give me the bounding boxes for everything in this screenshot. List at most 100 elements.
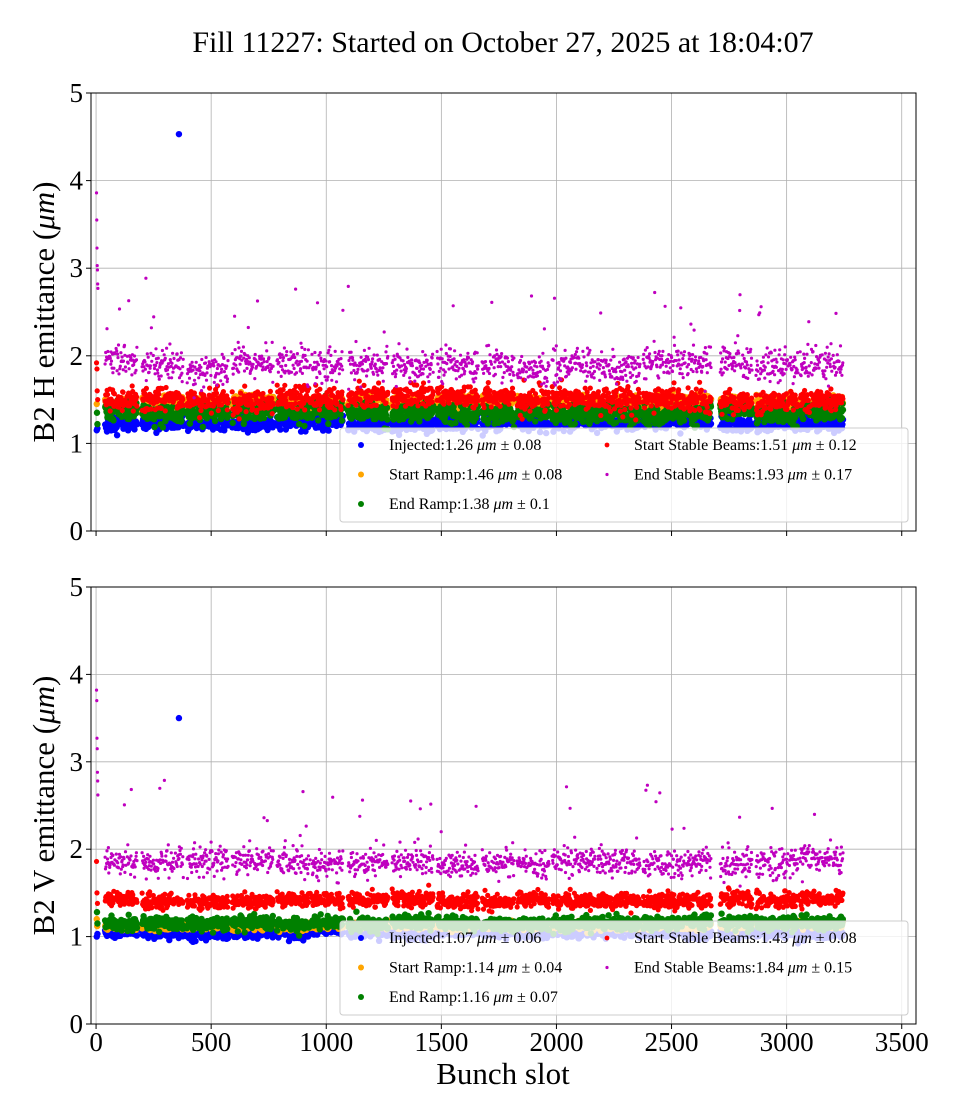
data-point bbox=[839, 421, 846, 428]
data-point bbox=[213, 390, 220, 396]
data-point bbox=[225, 396, 231, 402]
data-point bbox=[218, 402, 225, 408]
data-point bbox=[509, 385, 516, 391]
data-point bbox=[148, 406, 154, 412]
data-point bbox=[415, 403, 421, 409]
data-point bbox=[334, 400, 340, 406]
data-point bbox=[328, 388, 334, 395]
data-point bbox=[357, 397, 363, 403]
data-point bbox=[571, 420, 578, 427]
data-point bbox=[475, 397, 481, 404]
data-point bbox=[439, 384, 445, 390]
data-point bbox=[270, 402, 276, 408]
data-point bbox=[111, 391, 117, 397]
data-point bbox=[294, 406, 300, 412]
data-point bbox=[383, 400, 389, 406]
pilot-point bbox=[93, 409, 101, 416]
data-point bbox=[461, 384, 467, 390]
data-point bbox=[356, 378, 362, 384]
data-point bbox=[211, 417, 219, 425]
data-point bbox=[497, 403, 503, 409]
data-point bbox=[223, 414, 231, 421]
data-point bbox=[134, 403, 140, 409]
chart-title: Fill 11227: Started on October 27, 2025 … bbox=[192, 26, 813, 59]
data-point bbox=[169, 403, 176, 411]
data-point bbox=[337, 411, 344, 418]
data-point bbox=[296, 420, 303, 428]
data-point bbox=[339, 389, 345, 395]
data-point bbox=[405, 393, 411, 399]
data-point bbox=[325, 420, 332, 427]
data-point bbox=[473, 402, 479, 408]
data-point bbox=[267, 388, 273, 394]
data-point bbox=[345, 402, 351, 409]
data-point bbox=[545, 401, 551, 407]
data-point bbox=[302, 407, 308, 413]
data-point bbox=[441, 401, 447, 407]
data-point bbox=[221, 427, 228, 434]
data-point bbox=[488, 404, 494, 410]
data-point bbox=[817, 406, 824, 414]
data-point bbox=[338, 406, 344, 413]
data-point bbox=[340, 397, 346, 403]
data-point bbox=[260, 390, 266, 397]
data-point bbox=[452, 419, 459, 427]
data-point bbox=[220, 389, 226, 395]
data-point bbox=[527, 408, 533, 414]
data-point bbox=[134, 394, 140, 400]
data-point bbox=[485, 380, 491, 386]
data-point bbox=[282, 382, 288, 388]
data-point bbox=[207, 385, 213, 391]
data-point bbox=[238, 390, 244, 396]
data-point bbox=[178, 417, 185, 424]
data-point bbox=[414, 382, 420, 388]
data-point bbox=[156, 391, 162, 397]
data-point bbox=[242, 383, 248, 389]
data-point bbox=[365, 388, 371, 394]
data-point bbox=[475, 393, 481, 400]
data-point bbox=[361, 382, 367, 388]
data-point bbox=[376, 380, 382, 386]
data-point bbox=[510, 416, 517, 423]
data-point bbox=[283, 397, 289, 403]
data-point bbox=[159, 424, 167, 431]
data-point bbox=[269, 411, 275, 417]
data-point bbox=[107, 408, 113, 414]
data-point bbox=[384, 416, 391, 423]
data-point bbox=[395, 400, 401, 406]
data-point bbox=[397, 387, 404, 393]
data-point bbox=[180, 396, 186, 402]
data-point bbox=[442, 418, 449, 425]
data-point bbox=[435, 390, 441, 396]
data-point bbox=[119, 407, 125, 414]
data-point bbox=[208, 410, 214, 416]
data-point bbox=[331, 385, 337, 391]
data-point bbox=[260, 414, 268, 422]
outlier-point bbox=[175, 130, 183, 138]
data-point bbox=[385, 389, 391, 395]
data-point bbox=[151, 423, 158, 431]
data-point bbox=[364, 402, 371, 408]
data-point bbox=[199, 423, 206, 431]
data-point bbox=[143, 385, 149, 391]
data-point bbox=[681, 417, 688, 424]
data-point bbox=[373, 402, 379, 408]
data-point bbox=[229, 419, 236, 427]
data-point bbox=[229, 389, 235, 395]
data-point bbox=[163, 384, 169, 391]
data-point bbox=[463, 421, 471, 428]
data-point bbox=[205, 398, 211, 404]
data-point bbox=[113, 432, 121, 439]
pilot-point bbox=[94, 420, 101, 428]
data-point bbox=[230, 412, 236, 418]
data-point bbox=[198, 407, 204, 414]
data-point bbox=[654, 406, 661, 413]
data-point bbox=[446, 400, 452, 406]
data-point bbox=[353, 402, 359, 408]
data-point bbox=[838, 414, 846, 422]
data-point bbox=[290, 404, 296, 411]
data-point bbox=[104, 392, 111, 398]
data-point bbox=[332, 407, 338, 413]
data-point bbox=[140, 397, 146, 403]
